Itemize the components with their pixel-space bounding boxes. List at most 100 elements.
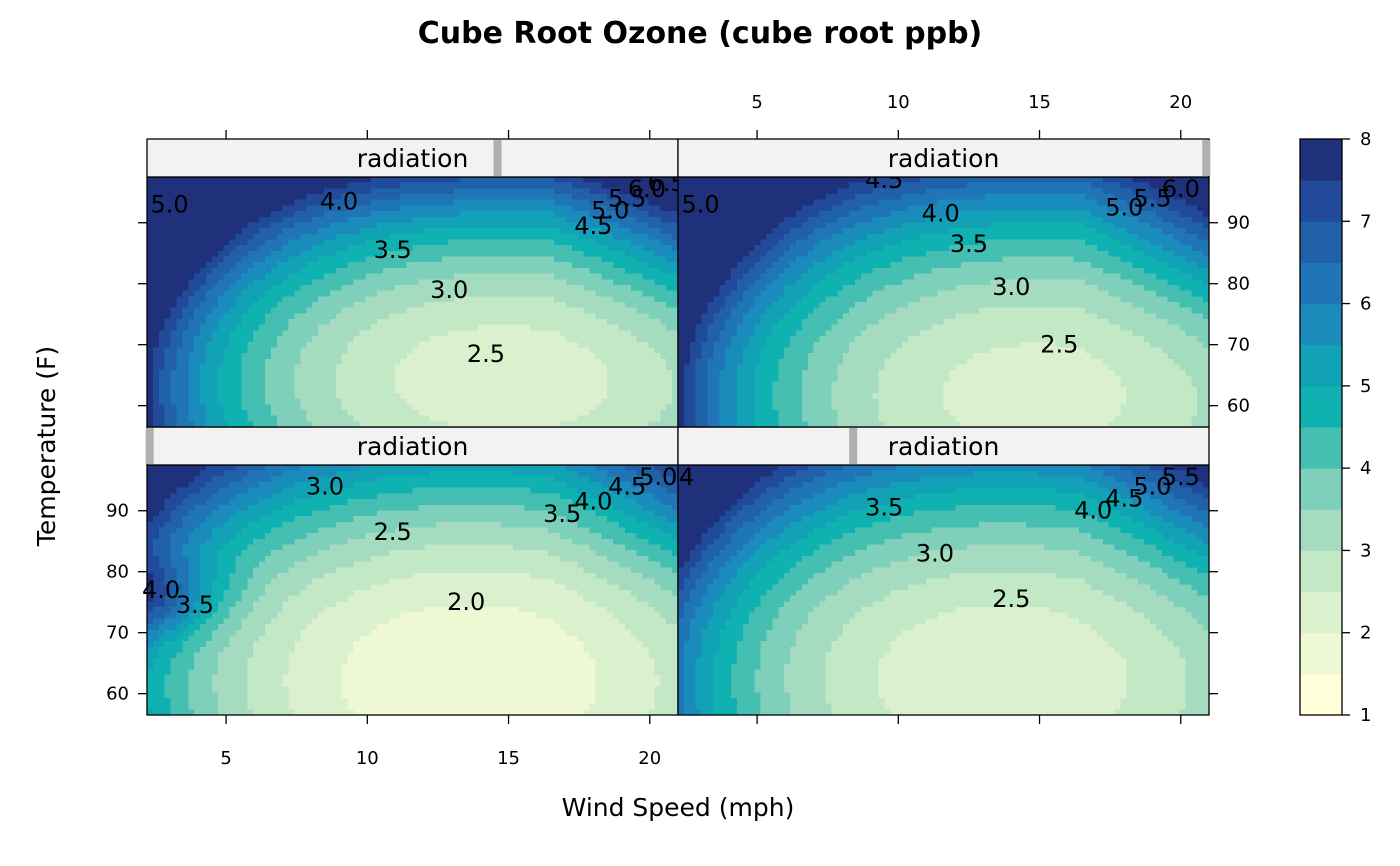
contour-cell <box>430 703 437 710</box>
contour-cell <box>424 550 431 557</box>
contour-cell <box>282 578 290 585</box>
contour-cell <box>324 533 331 540</box>
contour-cell <box>353 493 360 500</box>
contour-cell <box>194 595 201 602</box>
contour-cell <box>471 510 478 517</box>
contour-cell <box>530 561 537 568</box>
contour-cell <box>259 533 266 540</box>
contour-cell <box>318 465 325 472</box>
contour-cell <box>241 510 248 517</box>
contour-cell <box>335 499 343 506</box>
contour-cell <box>371 567 378 574</box>
contour-cell <box>571 538 579 546</box>
contour-cell <box>200 646 207 654</box>
contour-cell <box>642 482 650 489</box>
contour-cell <box>660 658 667 665</box>
contour-cell <box>766 635 773 642</box>
contour-cell <box>312 590 319 597</box>
contour-cell <box>630 692 638 699</box>
contour-cell <box>377 595 384 602</box>
contour-cell <box>353 516 360 523</box>
contour-cell <box>229 521 237 529</box>
contour-cell <box>229 482 237 489</box>
contour-cell <box>353 601 360 608</box>
contour-cell <box>607 487 614 495</box>
contour-cell <box>383 516 390 523</box>
contour-cell <box>442 612 449 620</box>
contour-cell <box>613 675 620 682</box>
contour-cell <box>707 544 714 551</box>
contour-cell <box>695 680 703 688</box>
contour-cell <box>158 555 166 563</box>
contour-cell <box>554 590 561 597</box>
contour-cell <box>341 504 349 512</box>
contour-cell <box>654 561 661 568</box>
contour-cell <box>465 624 473 631</box>
contour-cell <box>400 572 408 580</box>
contour-cell <box>164 544 172 551</box>
contour-cell <box>648 499 655 506</box>
contour-cell <box>383 578 390 585</box>
contour-cell <box>542 544 549 551</box>
contour-cell <box>660 487 667 495</box>
contour-cell <box>565 555 573 563</box>
contour-cell <box>324 595 331 602</box>
contour-cell <box>565 527 573 534</box>
contour-cell <box>194 533 201 540</box>
contour-cell <box>536 567 543 574</box>
contour-cell <box>241 658 248 665</box>
contour-cell <box>200 544 207 551</box>
contour-cell <box>601 584 608 591</box>
contour-cell <box>341 652 349 659</box>
contour-cell <box>241 493 248 500</box>
contour-cell <box>211 538 219 546</box>
contour-cell <box>418 675 425 682</box>
contour-cell <box>536 521 543 529</box>
contour-cell <box>182 533 189 540</box>
contour-cell <box>194 680 201 688</box>
contour-cell <box>347 527 355 534</box>
contour-cell <box>211 555 219 563</box>
contour-cell <box>306 697 313 705</box>
contour-cell <box>365 578 372 585</box>
contour-cell <box>701 635 709 642</box>
contour-cell <box>784 680 791 688</box>
contour-cell <box>607 607 614 614</box>
contour-cell <box>778 510 785 517</box>
contour-cell <box>359 510 366 517</box>
contour-cell <box>176 692 183 699</box>
contour-cell <box>253 686 260 693</box>
contour-cell <box>394 504 402 512</box>
contour-cell <box>253 561 260 568</box>
contour-cell <box>312 487 319 495</box>
contour-cell <box>548 516 555 523</box>
contour-cell <box>536 527 543 534</box>
contour-cell <box>206 652 213 659</box>
contour-cell <box>288 618 296 625</box>
contour-cell <box>341 470 349 477</box>
contour-cell <box>601 680 608 688</box>
contour-cell <box>477 601 484 608</box>
contour-cell <box>731 538 738 546</box>
contour-cell <box>548 476 555 483</box>
contour-cell <box>265 572 272 580</box>
contour-cell <box>188 641 195 648</box>
contour-cell <box>565 686 573 693</box>
contour-cell <box>560 703 567 710</box>
contour-cell <box>530 521 537 529</box>
contour-cell <box>654 607 661 614</box>
contour-cell <box>211 499 219 506</box>
contour-cell <box>377 612 384 620</box>
contour-cell <box>583 607 591 614</box>
contour-cell <box>595 538 602 546</box>
contour-cell <box>347 658 355 665</box>
contour-cell <box>329 544 337 551</box>
contour-cell <box>241 646 248 654</box>
contour-cell <box>607 709 614 716</box>
contour-cell <box>754 510 762 517</box>
contour-cell <box>400 612 408 620</box>
contour-cell <box>318 607 325 614</box>
contour-cell <box>170 482 178 489</box>
contour-cell <box>501 465 508 472</box>
contour-cell <box>495 624 502 631</box>
